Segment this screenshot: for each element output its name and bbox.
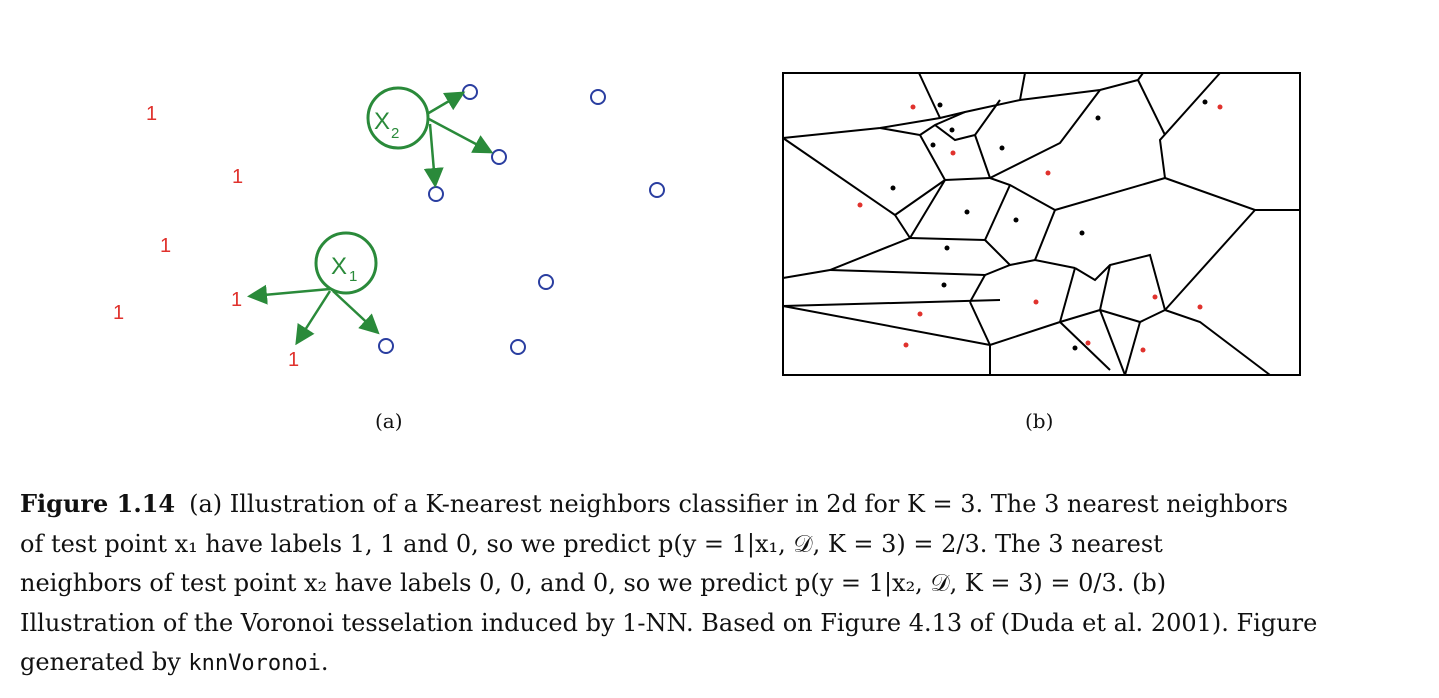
class0-point xyxy=(510,339,526,355)
class1-point: 1 xyxy=(146,103,157,125)
neighbor-arrow xyxy=(295,290,332,346)
class1-point: 1 xyxy=(113,302,124,324)
voronoi-edges xyxy=(782,72,1300,376)
voronoi-points-red xyxy=(857,104,1223,353)
class0-point xyxy=(428,186,444,202)
neighbor-arrow xyxy=(426,91,466,116)
svg-text:X: X xyxy=(331,253,347,280)
panel-b-voronoi: (b) xyxy=(782,72,1301,433)
svg-text:1: 1 xyxy=(349,268,357,285)
code-name: knnVoronoi xyxy=(188,651,321,676)
class1-point: 1 xyxy=(160,235,171,257)
neighbor-arrow xyxy=(423,123,444,188)
class0-point xyxy=(462,84,478,100)
svg-text:X: X xyxy=(374,108,390,135)
class1-point: 1 xyxy=(231,289,242,311)
neighbor-arrow xyxy=(332,290,380,335)
panel-b-label: (b) xyxy=(1025,409,1053,433)
caption-line: neighbors of test point x₂ have labels 0… xyxy=(20,569,1167,597)
class1-point: 1 xyxy=(288,349,299,371)
voronoi-frame xyxy=(782,72,1301,376)
neighbor-arrow xyxy=(247,284,331,305)
figure-label: Figure 1.14 xyxy=(20,489,176,518)
panel-a-label: (a) xyxy=(375,409,403,433)
test-point-x1: X 1 xyxy=(247,231,380,346)
neighbor-arrow xyxy=(426,116,494,154)
caption-text: . xyxy=(320,648,329,676)
class0-point xyxy=(491,149,507,165)
figure-panels: 1 1 1 1 1 1 X 2 X 1 xyxy=(113,72,1301,433)
svg-text:2: 2 xyxy=(391,125,399,142)
caption-line: generated by knnVoronoi. xyxy=(20,643,1400,684)
class1-point: 1 xyxy=(232,166,243,188)
panel-a-knn-illustration: 1 1 1 1 1 1 X 2 X 1 xyxy=(113,84,665,433)
figure-caption: Figure 1.14 (a) Illustration of a K-neare… xyxy=(20,484,1400,684)
caption-line: of test point x₁ have labels 1, 1 and 0,… xyxy=(20,529,1163,558)
class0-point xyxy=(538,274,554,290)
test-point-x2: X 2 xyxy=(366,86,494,188)
caption-line: Figure 1.14 (a) Illustration of a K-neare… xyxy=(20,484,1400,525)
class0-point xyxy=(649,182,665,198)
caption-line: Illustration of the Voronoi tesselation … xyxy=(20,608,1318,637)
caption-text: (a) Illustration of a K-nearest neighbor… xyxy=(189,490,1288,518)
class0-point xyxy=(378,338,394,354)
class0-point xyxy=(590,89,606,105)
voronoi-points-black xyxy=(890,99,1208,351)
caption-text: generated by xyxy=(20,648,181,676)
